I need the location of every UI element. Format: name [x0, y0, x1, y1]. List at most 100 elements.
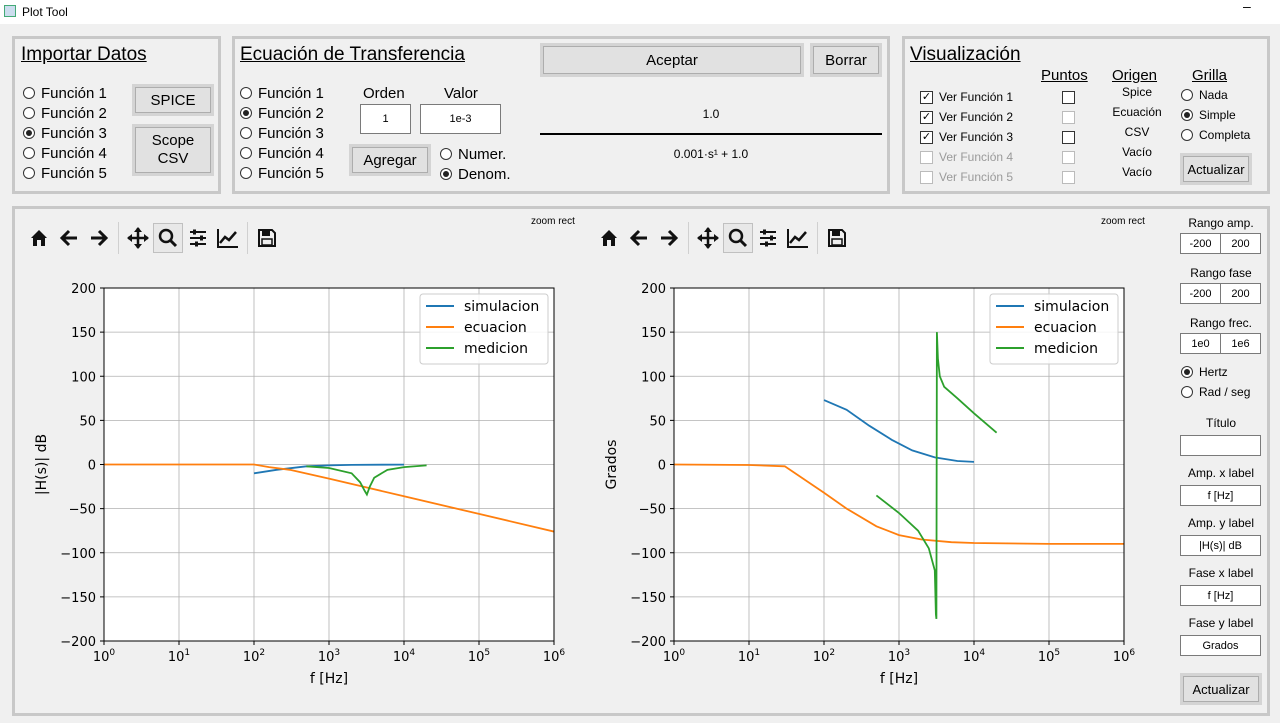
home-icon[interactable]: [594, 223, 624, 253]
puntos-checkbox-1[interactable]: [1062, 87, 1075, 107]
numer-radio[interactable]: Numer.: [440, 144, 511, 164]
back-icon[interactable]: [624, 223, 654, 253]
ecuacion-function-1[interactable]: Función 1: [240, 83, 324, 103]
puntos-checkbox-5[interactable]: [1062, 167, 1075, 187]
forward-icon[interactable]: [84, 223, 114, 253]
importar-function-5[interactable]: Función 5: [23, 163, 107, 183]
zoom-icon[interactable]: [723, 223, 753, 253]
importar-function-3[interactable]: Función 3: [23, 123, 107, 143]
orden-label: Orden: [363, 85, 405, 102]
ver-funcion-4[interactable]: Ver Función 4: [920, 147, 1013, 167]
puntos-checkbox-4[interactable]: [1062, 147, 1075, 167]
rango-amp-max-input[interactable]: 200: [1220, 233, 1261, 254]
importar-function-2[interactable]: Función 2: [23, 103, 107, 123]
grilla-nada-radio[interactable]: Nada: [1181, 85, 1250, 105]
borrar-button[interactable]: Borrar: [810, 43, 882, 77]
scope-csv-button[interactable]: Scope CSV: [132, 124, 214, 176]
save-icon[interactable]: [252, 223, 282, 253]
spice-button[interactable]: SPICE: [132, 84, 214, 116]
puntos-checkbox-2[interactable]: [1062, 107, 1075, 127]
fase-x-label-input[interactable]: f [Hz]: [1180, 585, 1261, 606]
radio-indicator[interactable]: [1181, 129, 1193, 141]
valor-input[interactable]: 1e-3: [420, 104, 501, 134]
amplitude-chart[interactable]: 100 101 102 103 104 105 106 200 150 100 50 0 −50 −100…: [24, 262, 574, 707]
radio-indicator[interactable]: [23, 127, 35, 139]
radio-indicator[interactable]: [23, 147, 35, 159]
series-line-medicion: [875, 332, 998, 620]
side-actualizar-button[interactable]: Actualizar: [1180, 673, 1262, 705]
configure-subplots-icon[interactable]: [753, 223, 783, 253]
radio-indicator[interactable]: [1181, 366, 1193, 378]
aceptar-button[interactable]: Aceptar: [540, 43, 804, 77]
edit-axis-icon[interactable]: [783, 223, 813, 253]
configure-subplots-icon[interactable]: [183, 223, 213, 253]
save-icon[interactable]: [822, 223, 852, 253]
ver-checkbox[interactable]: ✓: [920, 90, 933, 104]
radio-indicator[interactable]: [1181, 89, 1193, 101]
radio-indicator[interactable]: [440, 168, 452, 180]
radio-indicator[interactable]: [23, 87, 35, 99]
ver-funcion-2[interactable]: ✓ Ver Función 2: [920, 110, 1014, 124]
rango-frec-min-input[interactable]: 1e0: [1180, 333, 1221, 354]
amp-x-label-input[interactable]: f [Hz]: [1180, 485, 1261, 506]
ecuacion-function-5[interactable]: Función 5: [240, 163, 324, 183]
puntos-checkbox-3[interactable]: [1062, 127, 1075, 147]
forward-icon[interactable]: [654, 223, 684, 253]
agregar-button[interactable]: Agregar: [349, 144, 431, 176]
home-icon[interactable]: [24, 223, 54, 253]
x-tick-label: 103: [888, 648, 910, 665]
phase-chart[interactable]: 100 101 102 103 104 105 106 200 150 100 50 0 −50 −100…: [594, 262, 1144, 707]
denom-radio[interactable]: Denom.: [440, 164, 511, 184]
rango-fase-min-input[interactable]: -200: [1180, 283, 1221, 304]
ver-funcion-3[interactable]: ✓ Ver Función 3: [920, 130, 1014, 144]
hertz-radio[interactable]: Hertz: [1181, 364, 1228, 380]
grilla-simple-radio[interactable]: Simple: [1181, 105, 1250, 125]
radio-indicator[interactable]: [240, 147, 252, 159]
y-tick-label: 200: [71, 282, 96, 297]
radio-indicator[interactable]: [240, 107, 252, 119]
pan-icon[interactable]: [693, 223, 723, 253]
puntos-box[interactable]: [1062, 170, 1075, 184]
origen-1: Spice: [1121, 85, 1153, 99]
amp-y-label-input[interactable]: |H(s)| dB: [1180, 535, 1261, 556]
visualizacion-actualizar-button[interactable]: Actualizar: [1180, 153, 1252, 185]
titulo-input[interactable]: [1180, 435, 1261, 456]
pan-icon[interactable]: [123, 223, 153, 253]
minimize-button[interactable]: –: [1243, 0, 1251, 14]
legend-label: simulacion: [1034, 299, 1109, 315]
ecuacion-function-4[interactable]: Función 4: [240, 143, 324, 163]
puntos-box[interactable]: [1062, 150, 1075, 164]
rango-amp-min-input[interactable]: -200: [1180, 233, 1221, 254]
grilla-completa-radio[interactable]: Completa: [1181, 125, 1250, 145]
puntos-box[interactable]: [1062, 110, 1075, 124]
ver-checkbox[interactable]: ✓: [920, 110, 933, 124]
ver-funcion-1[interactable]: ✓ Ver Función 1: [920, 90, 1014, 104]
puntos-box[interactable]: [1062, 90, 1075, 104]
radio-indicator[interactable]: [23, 107, 35, 119]
radio-indicator[interactable]: [1181, 109, 1193, 121]
radio-indicator[interactable]: [240, 167, 252, 179]
rad-seg-radio[interactable]: Rad / seg: [1181, 384, 1250, 400]
rango-frec-max-input[interactable]: 1e6: [1220, 333, 1261, 354]
ver-funcion-5[interactable]: Ver Función 5: [920, 167, 1013, 187]
fase-y-label-input[interactable]: Grados: [1180, 635, 1261, 656]
ecuacion-function-2[interactable]: Función 2: [240, 103, 324, 123]
ver-checkbox[interactable]: [920, 170, 933, 184]
ver-function-list: ✓ Ver Función 1 ✓ Ver Función 2 ✓ Ver Funci…: [920, 87, 1013, 187]
ver-checkbox[interactable]: ✓: [920, 130, 933, 144]
edit-axis-icon[interactable]: [213, 223, 243, 253]
zoom-icon[interactable]: [153, 223, 183, 253]
radio-indicator[interactable]: [440, 148, 452, 160]
radio-indicator[interactable]: [1181, 386, 1193, 398]
importar-function-4[interactable]: Función 4: [23, 143, 107, 163]
radio-indicator[interactable]: [23, 167, 35, 179]
ver-checkbox[interactable]: [920, 150, 933, 164]
back-icon[interactable]: [54, 223, 84, 253]
ecuacion-function-3[interactable]: Función 3: [240, 123, 324, 143]
orden-input[interactable]: 1: [360, 104, 411, 134]
rango-fase-max-input[interactable]: 200: [1220, 283, 1261, 304]
radio-indicator[interactable]: [240, 127, 252, 139]
importar-function-1[interactable]: Función 1: [23, 83, 107, 103]
puntos-box[interactable]: [1062, 130, 1075, 144]
radio-indicator[interactable]: [240, 87, 252, 99]
